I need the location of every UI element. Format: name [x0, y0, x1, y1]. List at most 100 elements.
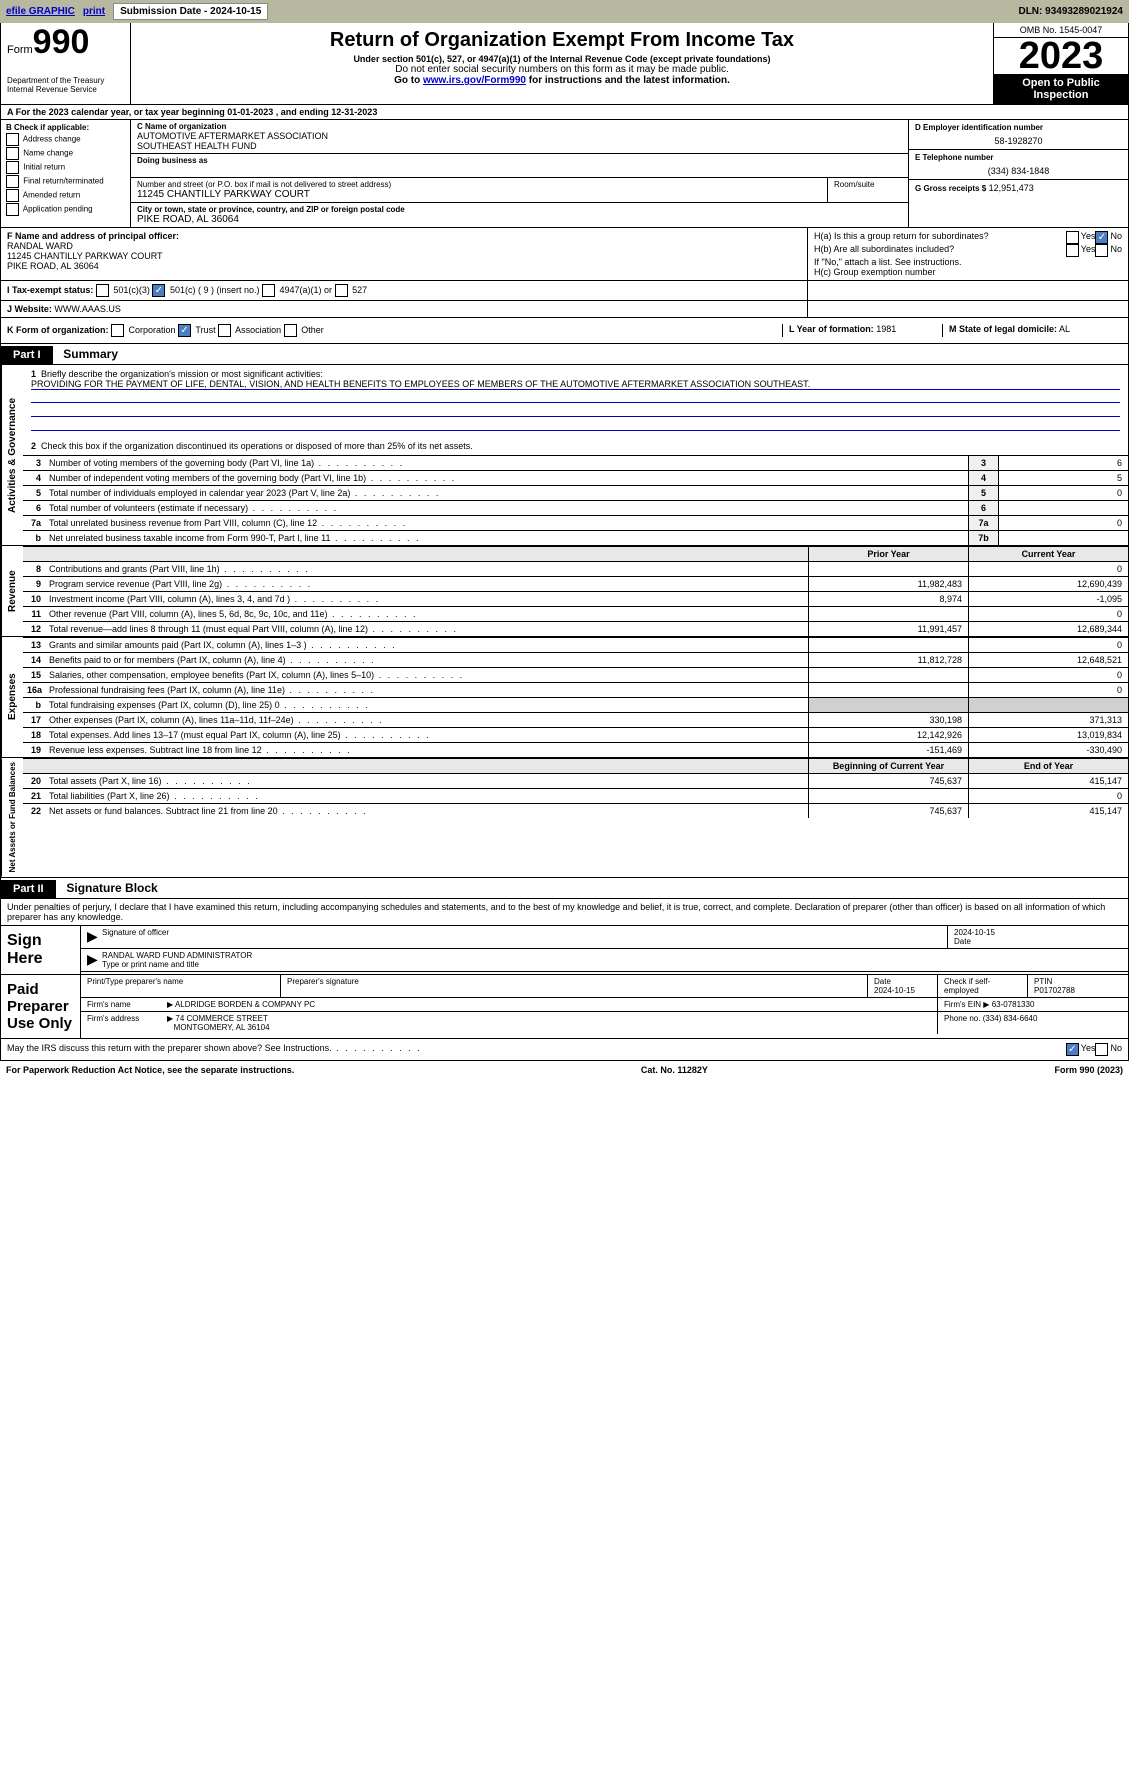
year-formation: 1981 [876, 324, 896, 334]
top-bar: efile GRAPHIC print Submission Date - 20… [0, 0, 1129, 23]
section-j: J Website: WWW.AAAS.US [0, 301, 1129, 318]
revenue-section: Revenue Prior Year Current Year 8Contrib… [0, 546, 1129, 637]
officer-addr1: 11245 CHANTILLY PARKWAY COURT [7, 251, 801, 261]
open-public: Open to Public Inspection [994, 74, 1128, 104]
footer-left: For Paperwork Reduction Act Notice, see … [6, 1065, 294, 1075]
org-name-1: AUTOMOTIVE AFTERMARKET ASSOCIATION [137, 131, 902, 141]
section-klm: K Form of organization: Corporation ✓ Tr… [0, 318, 1129, 344]
website-value: WWW.AAAS.US [54, 304, 121, 314]
sign-date: 2024-10-15 [954, 928, 995, 937]
arrow-icon: ▶ [81, 926, 96, 948]
b-checkbox[interactable] [6, 189, 19, 202]
k-label: K Form of organization: [7, 325, 109, 335]
d-label: D Employer identification number [915, 123, 1122, 132]
subtitle-3: Go to www.irs.gov/Form990 for instructio… [139, 75, 985, 86]
org-name-2: SOUTHEAST HEALTH FUND [137, 141, 902, 151]
b-checkbox[interactable] [6, 161, 19, 174]
row-a-tax-year: A For the 2023 calendar year, or tax yea… [0, 105, 1129, 120]
prep-date: 2024-10-15 [874, 986, 915, 995]
ha-no-checkbox[interactable]: ✓ [1095, 231, 1108, 244]
firm-addr1: 74 COMMERCE STREET [175, 1014, 267, 1023]
type-print-label: Type or print name and title [102, 960, 1122, 969]
print-link[interactable]: print [83, 6, 105, 17]
hb-no-checkbox[interactable] [1095, 244, 1108, 257]
part2-header: Part II [1, 880, 56, 898]
irs-label: Internal Revenue Service [7, 85, 124, 94]
officer-printed-name: RANDAL WARD FUND ADMINISTRATOR [102, 951, 1122, 960]
f-label: F Name and address of principal officer: [7, 231, 801, 241]
i-501c3-checkbox[interactable] [96, 284, 109, 297]
firm-name: ALDRIDGE BORDEN & COMPANY PC [175, 1000, 315, 1009]
expenses-section: Expenses 13Grants and similar amounts pa… [0, 637, 1129, 758]
b-checkbox[interactable] [6, 133, 19, 146]
l-label: L Year of formation: [789, 324, 874, 334]
e-label: E Telephone number [915, 153, 1122, 162]
k-assoc-checkbox[interactable] [218, 324, 231, 337]
officer-addr2: PIKE ROAD, AL 36064 [7, 261, 801, 271]
current-year-header: Current Year [968, 547, 1128, 561]
paid-preparer-label: Paid Preparer Use Only [1, 975, 81, 1038]
street-address: 11245 CHANTILLY PARKWAY COURT [137, 189, 821, 200]
line2-text: Check this box if the organization disco… [41, 441, 473, 451]
footer-mid: Cat. No. 11282Y [641, 1065, 708, 1075]
form-label: Form [7, 44, 33, 56]
firm-addr2: MONTGOMERY, AL 36104 [174, 1023, 270, 1032]
footer-right: Form 990 (2023) [1054, 1065, 1123, 1075]
ein-value: 58-1928270 [915, 136, 1122, 146]
irs-link[interactable]: www.irs.gov/Form990 [423, 75, 526, 86]
subtitle-1: Under section 501(c), 527, or 4947(a)(1)… [139, 54, 985, 64]
hc-label: H(c) Group exemption number [814, 267, 1122, 277]
section-fh: F Name and address of principal officer:… [0, 228, 1129, 281]
form-header: Form990 Department of the Treasury Inter… [0, 23, 1129, 105]
firm-name-label: Firm's name [81, 998, 161, 1011]
ha-label: H(a) Is this a group return for subordin… [814, 231, 1066, 244]
addr-label: Number and street (or P.O. box if mail i… [137, 180, 821, 189]
net-assets-section: Net Assets or Fund Balances Beginning of… [0, 758, 1129, 877]
form-title: Return of Organization Exempt From Incom… [139, 29, 985, 52]
i-label: I Tax-exempt status: [7, 285, 93, 295]
b-title: B Check if applicable: [6, 123, 125, 132]
line1-label: Briefly describe the organization's miss… [41, 369, 323, 379]
efile-link[interactable]: efile GRAPHIC [6, 6, 75, 17]
i-4947-checkbox[interactable] [262, 284, 275, 297]
firm-phone: (334) 834-6640 [983, 1014, 1038, 1023]
city-state-zip: PIKE ROAD, AL 36064 [137, 214, 902, 225]
side-label-ag: Activities & Governance [1, 365, 23, 545]
hb-note: If "No," attach a list. See instructions… [814, 257, 1122, 267]
section-bcdeg: B Check if applicable: Address change Na… [0, 120, 1129, 228]
print-preparer-label: Print/Type preparer's name [81, 975, 281, 997]
mission-text: PROVIDING FOR THE PAYMENT OF LIFE, DENTA… [31, 379, 1120, 390]
side-label-revenue: Revenue [1, 546, 23, 636]
sign-here-label: Sign Here [1, 926, 81, 974]
eoy-header: End of Year [968, 759, 1128, 773]
m-label: M State of legal domicile: [949, 324, 1057, 334]
k-other-checkbox[interactable] [284, 324, 297, 337]
k-corp-checkbox[interactable] [111, 324, 124, 337]
discuss-no-checkbox[interactable] [1095, 1043, 1108, 1056]
paid-preparer-block: Paid Preparer Use Only Print/Type prepar… [0, 975, 1129, 1039]
sign-here-block: Sign Here ▶ Signature of officer 2024-10… [0, 926, 1129, 975]
firm-ein: 63-0781330 [992, 1000, 1035, 1009]
ptin-value: P01702788 [1034, 986, 1075, 995]
i-527-checkbox[interactable] [335, 284, 348, 297]
activities-governance-section: Activities & Governance 1 Briefly descri… [0, 365, 1129, 546]
gross-receipts: 12,951,473 [989, 183, 1034, 193]
b-checkbox[interactable] [6, 203, 19, 216]
perjury-declaration: Under penalties of perjury, I declare th… [0, 899, 1129, 926]
side-label-na: Net Assets or Fund Balances [1, 758, 23, 876]
self-employed-check: Check if self-employed [938, 975, 1028, 997]
part1-title: Summary [55, 347, 118, 361]
dba-label: Doing business as [137, 156, 902, 165]
ha-yes-checkbox[interactable] [1066, 231, 1079, 244]
k-trust-checkbox[interactable]: ✓ [178, 324, 191, 337]
hb-yes-checkbox[interactable] [1066, 244, 1079, 257]
i-501c-checkbox[interactable]: ✓ [152, 284, 165, 297]
firm-addr-label: Firm's address [81, 1012, 161, 1034]
b-checkbox[interactable] [6, 147, 19, 160]
side-label-expenses: Expenses [1, 637, 23, 757]
discuss-yes-checkbox[interactable]: ✓ [1066, 1043, 1079, 1056]
dept-treasury: Department of the Treasury [7, 76, 124, 85]
boy-header: Beginning of Current Year [808, 759, 968, 773]
page-footer: For Paperwork Reduction Act Notice, see … [0, 1061, 1129, 1079]
b-checkbox[interactable] [6, 175, 19, 188]
